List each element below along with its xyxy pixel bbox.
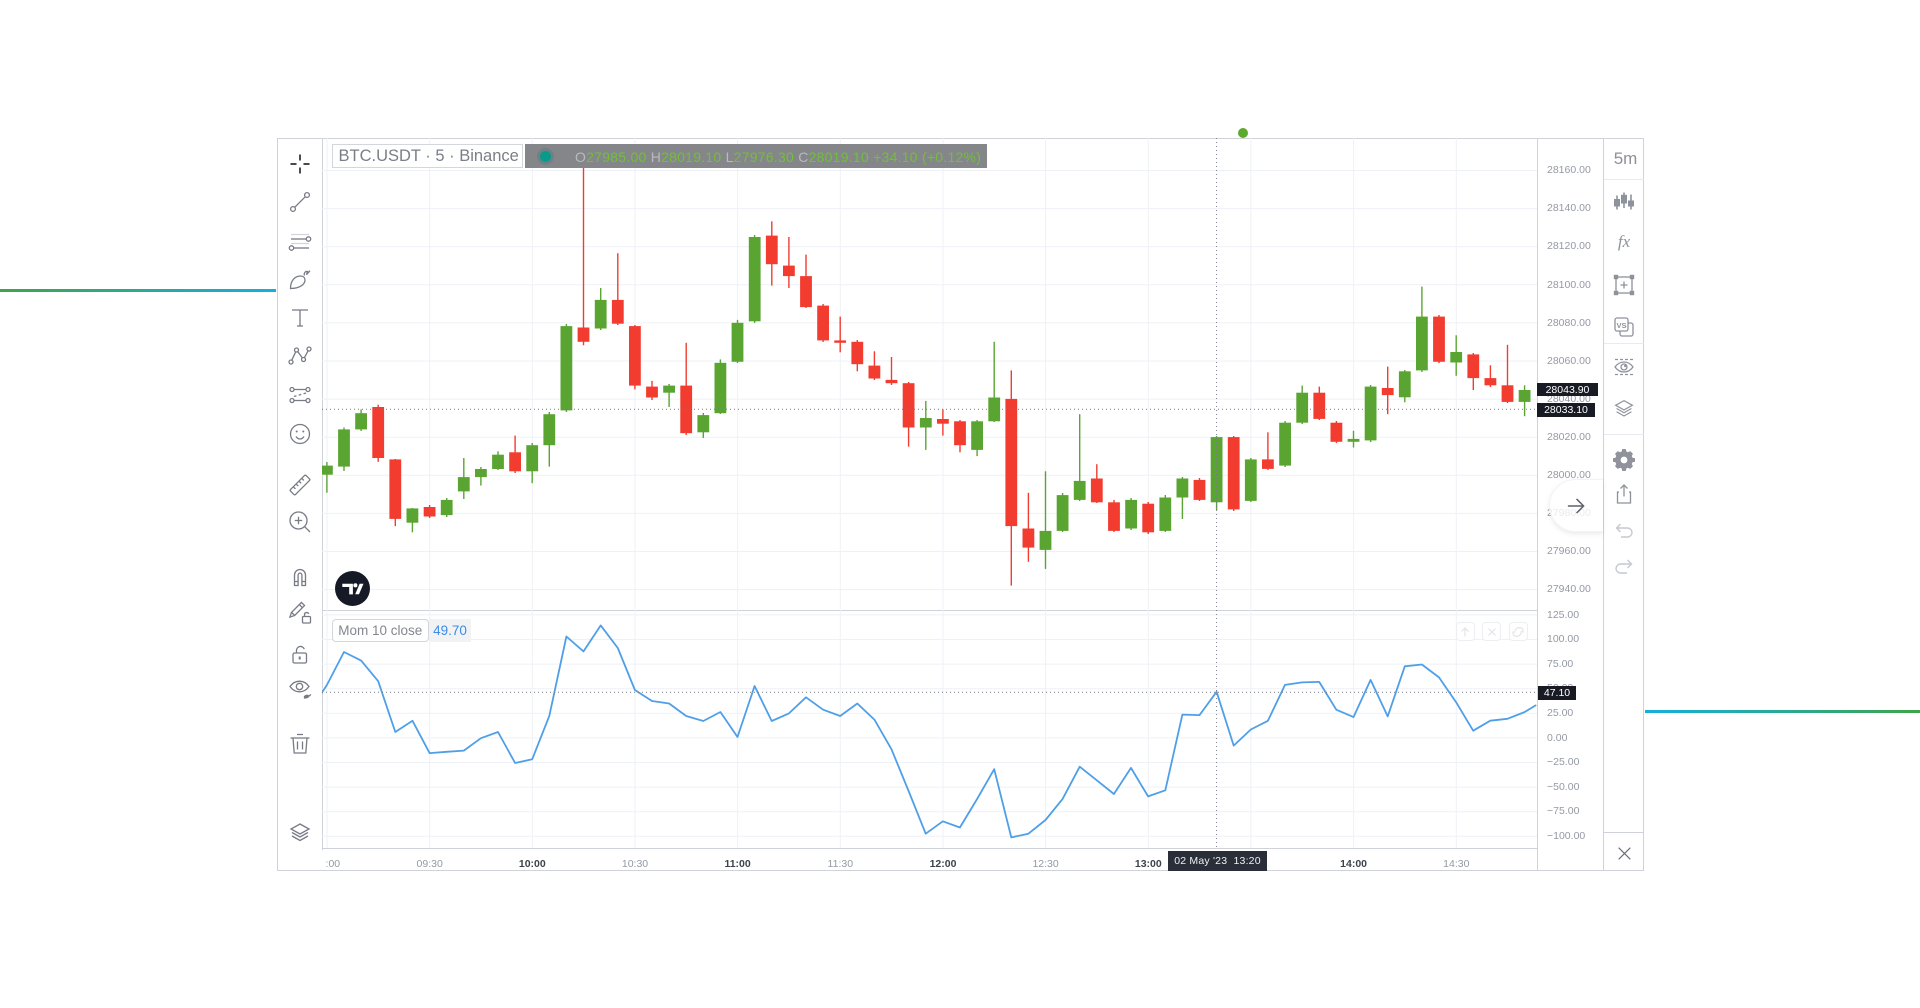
svg-text:VS: VS <box>1616 321 1626 330</box>
